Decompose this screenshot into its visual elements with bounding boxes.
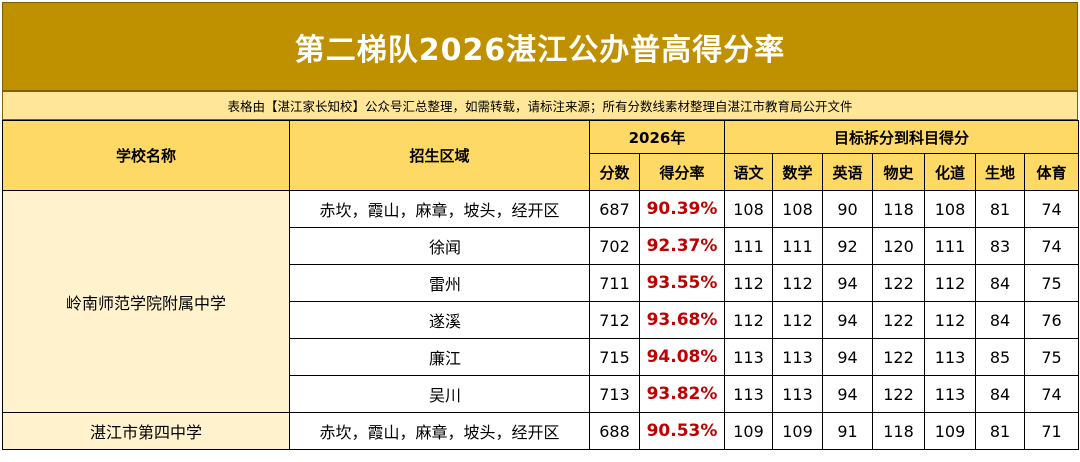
school-name-cell: 岭南师范学院附属中学 bbox=[2, 190, 290, 413]
subject-score-english-cell: 94 bbox=[822, 264, 873, 302]
subject-score-biology-geography-cell: 83 bbox=[975, 227, 1025, 265]
subject-score-math-cell: 113 bbox=[772, 338, 823, 376]
rate-cell: 93.55% bbox=[639, 264, 725, 302]
table-row: 湛江市第四中学 赤坎，霞山，麻章，坡头，经开区 688 90.53% 109 109 91 1… bbox=[2, 412, 1080, 450]
region-cell: 吴川 bbox=[289, 375, 590, 413]
subject-score-chinese-cell: 113 bbox=[724, 338, 773, 376]
subject-score-math-cell: 109 bbox=[772, 412, 823, 450]
rate-cell: 94.08% bbox=[639, 338, 725, 376]
subject-score-physics-history-cell: 122 bbox=[872, 375, 925, 413]
subject-score-english-cell: 92 bbox=[822, 227, 873, 265]
subject-score-math-cell: 111 bbox=[772, 227, 823, 265]
subject-score-chinese-cell: 112 bbox=[724, 264, 773, 302]
score-table: 学校名称 招生区域 2026年 目标拆分到科目得分 分数 得分率 语文 数学 英… bbox=[2, 120, 1080, 450]
table-row: 雷州 711 93.55% 112 112 94 122 112 84 75 bbox=[3, 264, 1080, 302]
subject-score-chinese-cell: 111 bbox=[724, 227, 773, 265]
region-cell: 赤坎，霞山，麻章，坡头，经开区 bbox=[289, 190, 590, 228]
header-year-group: 2026年 bbox=[589, 120, 725, 154]
subject-score-pe-cell: 75 bbox=[1023, 264, 1080, 302]
subject-score-chinese-cell: 112 bbox=[724, 301, 773, 339]
subject-score-chemistry-morality-cell: 113 bbox=[924, 375, 976, 413]
table-row: 遂溪 712 93.68% 112 112 94 122 112 84 76 bbox=[3, 301, 1080, 339]
subject-score-pe-cell: 74 bbox=[1023, 227, 1080, 265]
header-subject-chemistry-morality: 化道 bbox=[924, 153, 976, 191]
subject-score-physics-history-cell: 122 bbox=[872, 338, 925, 376]
header-rate: 得分率 bbox=[639, 153, 725, 191]
region-cell: 遂溪 bbox=[289, 301, 590, 339]
header-subject-biology-geography: 生地 bbox=[975, 153, 1025, 191]
score-cell: 688 bbox=[589, 412, 640, 450]
subject-score-physics-history-cell: 122 bbox=[872, 264, 925, 302]
subject-score-pe-cell: 75 bbox=[1023, 338, 1080, 376]
table-row: 徐闻 702 92.37% 111 111 92 120 111 83 74 bbox=[3, 227, 1080, 265]
subject-score-chemistry-morality-cell: 113 bbox=[924, 338, 976, 376]
table-body: 岭南师范学院附属中学 赤坎，霞山，麻章，坡头，经开区 687 90.39% 108 108… bbox=[2, 190, 1080, 450]
subject-score-physics-history-cell: 120 bbox=[872, 227, 925, 265]
score-cell: 713 bbox=[589, 375, 640, 413]
rate-cell: 93.68% bbox=[639, 301, 725, 339]
rate-cell: 93.82% bbox=[639, 375, 725, 413]
subject-score-chemistry-morality-cell: 108 bbox=[924, 190, 976, 228]
header-subject-physics-history: 物史 bbox=[872, 153, 925, 191]
score-cell: 711 bbox=[589, 264, 640, 302]
subject-score-chemistry-morality-cell: 111 bbox=[924, 227, 976, 265]
subject-score-math-cell: 112 bbox=[772, 301, 823, 339]
subject-score-biology-geography-cell: 81 bbox=[975, 412, 1025, 450]
header-subject-chinese: 语文 bbox=[724, 153, 773, 191]
subject-score-physics-history-cell: 118 bbox=[872, 190, 925, 228]
score-cell: 712 bbox=[589, 301, 640, 339]
subject-score-math-cell: 113 bbox=[772, 375, 823, 413]
header-subject-english: 英语 bbox=[822, 153, 873, 191]
subject-score-english-cell: 91 bbox=[822, 412, 873, 450]
subject-score-pe-cell: 74 bbox=[1023, 375, 1080, 413]
header-region: 招生区域 bbox=[289, 120, 590, 191]
table-row: 吴川 713 93.82% 113 113 94 122 113 84 74 bbox=[3, 375, 1080, 413]
subject-score-biology-geography-cell: 84 bbox=[975, 375, 1025, 413]
score-cell: 687 bbox=[589, 190, 640, 228]
region-cell: 廉江 bbox=[289, 338, 590, 376]
score-cell: 715 bbox=[589, 338, 640, 376]
subject-score-english-cell: 94 bbox=[822, 301, 873, 339]
subject-score-biology-geography-cell: 84 bbox=[975, 301, 1025, 339]
subject-score-physics-history-cell: 122 bbox=[872, 301, 925, 339]
region-cell: 赤坎，霞山，麻章，坡头，经开区 bbox=[289, 412, 590, 450]
subject-score-chemistry-morality-cell: 112 bbox=[924, 264, 976, 302]
subject-score-chinese-cell: 113 bbox=[724, 375, 773, 413]
subject-score-english-cell: 94 bbox=[822, 338, 873, 376]
score-sheet: 第二梯队2026湛江公办普高得分率 表格由【湛江家长知校】公众号汇总整理，如需转… bbox=[2, 2, 1080, 450]
subject-score-biology-geography-cell: 85 bbox=[975, 338, 1025, 376]
table-row: 廉江 715 94.08% 113 113 94 122 113 85 75 bbox=[3, 338, 1080, 376]
header-school: 学校名称 bbox=[2, 120, 290, 191]
header-subject-pe: 体育 bbox=[1023, 153, 1080, 191]
subject-score-biology-geography-cell: 84 bbox=[975, 264, 1025, 302]
subject-score-physics-history-cell: 118 bbox=[872, 412, 925, 450]
subject-score-math-cell: 108 bbox=[772, 190, 823, 228]
table-row: 岭南师范学院附属中学 赤坎，霞山，麻章，坡头，经开区 687 90.39% 108 108… bbox=[2, 190, 1080, 413]
subject-score-pe-cell: 76 bbox=[1023, 301, 1080, 339]
header-score: 分数 bbox=[589, 153, 640, 191]
subject-score-chinese-cell: 109 bbox=[724, 412, 773, 450]
school-name-cell: 湛江市第四中学 bbox=[2, 412, 290, 450]
subject-score-chemistry-morality-cell: 112 bbox=[924, 301, 976, 339]
source-note: 表格由【湛江家长知校】公众号汇总整理，如需转载，请标注来源；所有分数线素材整理自… bbox=[2, 90, 1078, 120]
subject-score-english-cell: 94 bbox=[822, 375, 873, 413]
subject-score-chinese-cell: 108 bbox=[724, 190, 773, 228]
subject-score-chemistry-morality-cell: 109 bbox=[924, 412, 976, 450]
region-cell: 徐闻 bbox=[289, 227, 590, 265]
rate-cell: 90.39% bbox=[639, 190, 725, 228]
subject-score-english-cell: 90 bbox=[822, 190, 873, 228]
subject-score-math-cell: 112 bbox=[772, 264, 823, 302]
subject-score-pe-cell: 71 bbox=[1023, 412, 1080, 450]
sheet-title: 第二梯队2026湛江公办普高得分率 bbox=[2, 2, 1078, 90]
rate-cell: 92.37% bbox=[639, 227, 725, 265]
header-subject-group: 目标拆分到科目得分 bbox=[723, 120, 1080, 154]
rate-cell: 90.53% bbox=[639, 412, 725, 450]
subject-score-pe-cell: 74 bbox=[1023, 190, 1080, 228]
header-subject-math: 数学 bbox=[772, 153, 823, 191]
score-cell: 702 bbox=[589, 227, 640, 265]
region-cell: 雷州 bbox=[289, 264, 590, 302]
subject-score-biology-geography-cell: 81 bbox=[975, 190, 1025, 228]
